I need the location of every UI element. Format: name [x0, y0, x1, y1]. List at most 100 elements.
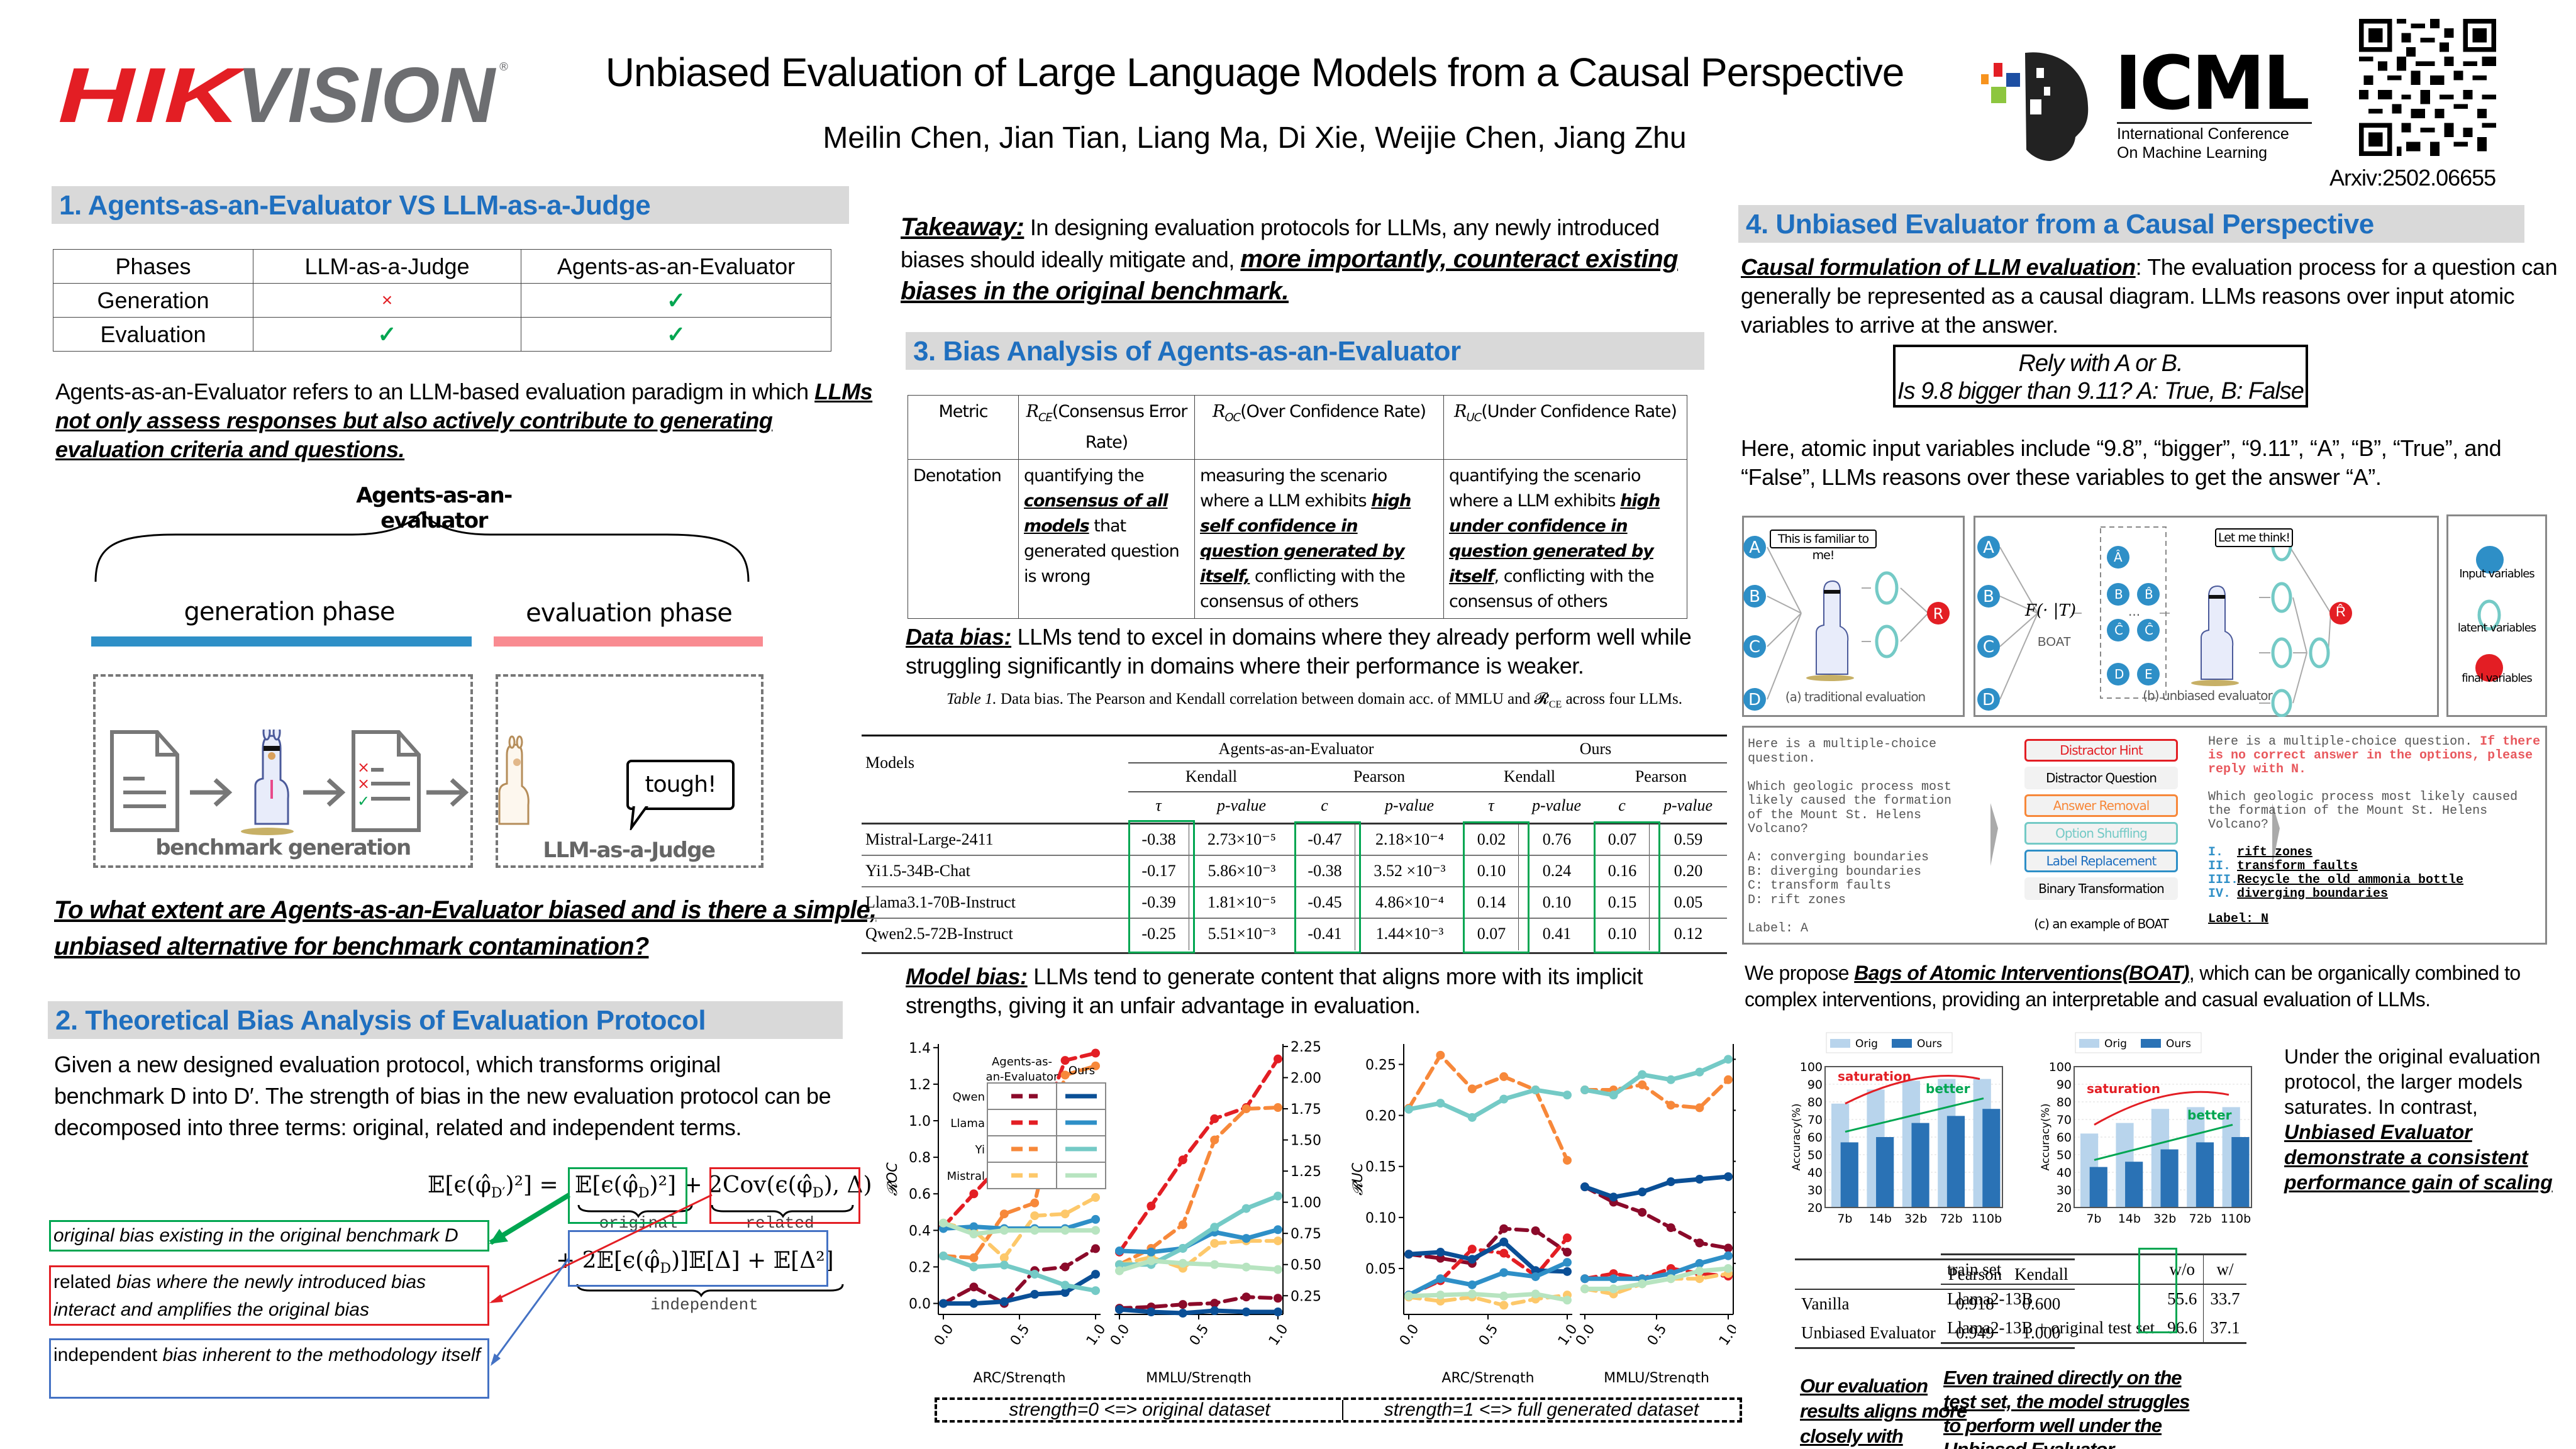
table-cell: 0.12	[1649, 919, 1727, 950]
data-point	[1274, 1103, 1282, 1113]
data-point	[1609, 1091, 1618, 1100]
x-tick-label: 0.5	[1187, 1321, 1213, 1348]
data-point	[1274, 1307, 1282, 1317]
table-cell: 0.76	[1518, 824, 1595, 855]
svg-text:HIK: HIK	[58, 55, 247, 131]
th-pvalue: p-value	[1532, 796, 1581, 814]
table-cell: 0.16	[1595, 856, 1649, 886]
x-tick-label: 110b	[1972, 1212, 2002, 1226]
takeaway: Takeaway: In designing evaluation protoc…	[901, 211, 1724, 308]
data-point	[1178, 1258, 1187, 1268]
bench-gen-label: benchmark generation	[155, 835, 411, 860]
data-point	[1563, 1233, 1572, 1243]
th-c: c	[1321, 796, 1328, 814]
cell-check: ✓	[521, 283, 831, 318]
sec1-para-bold: LLMs not only assess responses but also …	[55, 379, 873, 462]
data-point	[1695, 1103, 1704, 1113]
table-cell: 5.86×10⁻³	[1189, 856, 1294, 886]
t-rule	[1128, 762, 1727, 763]
table1-caption-text: Data bias. The Pearson and Kendall corre…	[996, 691, 1549, 708]
x-tick-label: 1.0	[1084, 1321, 1109, 1348]
data-point	[1436, 1253, 1445, 1263]
y-tick-label: 1.25	[1291, 1164, 1321, 1180]
th-kendall-2: Kendall	[1503, 767, 1556, 786]
table-row: Mistral-Large-2411 -0.38 2.73×10⁻⁵ -0.47 2.1…	[862, 824, 1727, 856]
node-label: C	[1749, 638, 1760, 657]
better-arrow	[1845, 1097, 1984, 1133]
question-line: Here is a multiple-choice	[1748, 737, 1937, 752]
data-point	[999, 1297, 1009, 1306]
legend-row-label: Mistral	[947, 1170, 985, 1183]
bar-chart-1: 20304050607080901007b14b32b72b110bModels…	[1790, 1032, 2003, 1226]
data-point	[1695, 1274, 1704, 1284]
legend-label: Ours	[1917, 1038, 1942, 1050]
metrics-header-row: Metric RCE(Consensus Error Rate) ROC(Ove…	[908, 394, 1687, 460]
lb-r1-c0: Unbiased Evaluator	[1801, 1323, 1936, 1342]
data-point	[1499, 1268, 1509, 1277]
underbraces	[576, 1204, 854, 1297]
question-line	[1748, 837, 1993, 852]
table-cell: -0.38	[1294, 856, 1355, 886]
related-bias-box: related bias where the newly introduced …	[49, 1265, 489, 1326]
option-text: rift zones	[2237, 845, 2313, 860]
bias-arrows	[489, 1192, 713, 1366]
svg-text:B: B	[1983, 587, 1994, 606]
legend-col1: Agents-as-	[992, 1055, 1052, 1069]
contamination-table: train set w/o w/ Llama2-13B 55.6 33.7 Ll…	[1941, 1253, 2246, 1344]
y-tick-label: 1.50	[1291, 1133, 1321, 1149]
question-line	[1748, 908, 1993, 922]
arxiv-id[interactable]: Arxiv:2502.06655	[2329, 165, 2496, 191]
formula-lhs-sub: D′	[491, 1185, 506, 1202]
table-cell: 1.44×10⁻³	[1355, 919, 1464, 950]
line-chart-1: 0.0 0.2 0.4 0.6 0.8 1.0 1.2 1.4 0.0 0.5 1.0 ARC/Str…	[885, 1041, 1109, 1384]
intervention-distractor-hint: Distractor Hint	[2024, 739, 2178, 762]
series-line	[1117, 1258, 1280, 1274]
th-pvalue: p-value	[1385, 796, 1434, 814]
takeaway-bold: more importantly, counteract existing bi…	[901, 245, 1679, 305]
d2-c: conflicting with the consensus of others	[1200, 567, 1406, 612]
strength-legend: strength=0 <=> original dataset strength…	[935, 1397, 1742, 1423]
node-label: D	[1748, 691, 1761, 709]
data-point	[969, 1299, 979, 1308]
y-tick-label: 0.05	[1365, 1262, 1396, 1277]
data-point	[1666, 1274, 1675, 1284]
original-bias-box: original bias existing in the original b…	[49, 1220, 489, 1252]
original-bias-text: original bias existing in the original b…	[53, 1225, 458, 1246]
strength0-text: strength=0 <=> original dataset	[937, 1400, 1343, 1420]
qr-code[interactable]	[2358, 19, 2497, 156]
data-point	[1060, 1226, 1070, 1235]
y-tick-label: 30	[1807, 1184, 1823, 1197]
th-c: c	[1618, 796, 1626, 814]
y-tick-label: 1.4	[909, 1041, 931, 1057]
roc-sym: R	[1213, 402, 1225, 421]
better-label: better	[2187, 1108, 2232, 1123]
option-text: diverging boundaries	[2237, 887, 2389, 901]
data-point	[1404, 1250, 1413, 1259]
data-point	[1563, 1155, 1572, 1165]
lb-r1-c2: 1.000	[2022, 1323, 2061, 1342]
x-tick-label: 0.5	[1476, 1321, 1502, 1348]
shuffled-option: I. rift zones	[2208, 846, 2541, 860]
y-tick-label: 0.75	[1291, 1226, 1321, 1242]
question-line: C: transform faults	[1748, 879, 1892, 893]
rce-header: RCE(Consensus Error Rate)	[1018, 394, 1195, 460]
related-italic: bias where the newly introduced bias int…	[53, 1272, 426, 1320]
ct-r1-c2: 37.1	[2203, 1313, 2246, 1343]
causal-label: Causal formulation of LLM evaluation	[1741, 254, 2136, 280]
model-bias-label: Model bias:	[906, 963, 1028, 989]
data-point	[1178, 1300, 1187, 1309]
t-rule	[1128, 791, 1727, 792]
th-models: Models	[865, 753, 914, 772]
cell-check: ✓	[253, 317, 521, 352]
model-bias-text: Model bias: LLMs tend to generate conten…	[906, 962, 1723, 1020]
metrics-denotation-row: Denotation quantifying the consensus of …	[908, 459, 1687, 619]
series-line	[1582, 1266, 1731, 1291]
series-line	[1118, 1057, 1280, 1254]
data-point	[1467, 1255, 1477, 1264]
x-tick-label: 110b	[2221, 1212, 2251, 1226]
th-ours-group: Ours	[1579, 740, 1612, 758]
alpaca-icon	[498, 735, 530, 825]
series-line	[1407, 1052, 1569, 1162]
formula-sub-d: D	[660, 1261, 672, 1277]
bias-formula: 𝔼[ϵ(φ̂D′)²] = 𝔼[ϵ(φ̂D)²] + 2Cov(ϵ(φ̂D), …	[428, 1166, 872, 1317]
